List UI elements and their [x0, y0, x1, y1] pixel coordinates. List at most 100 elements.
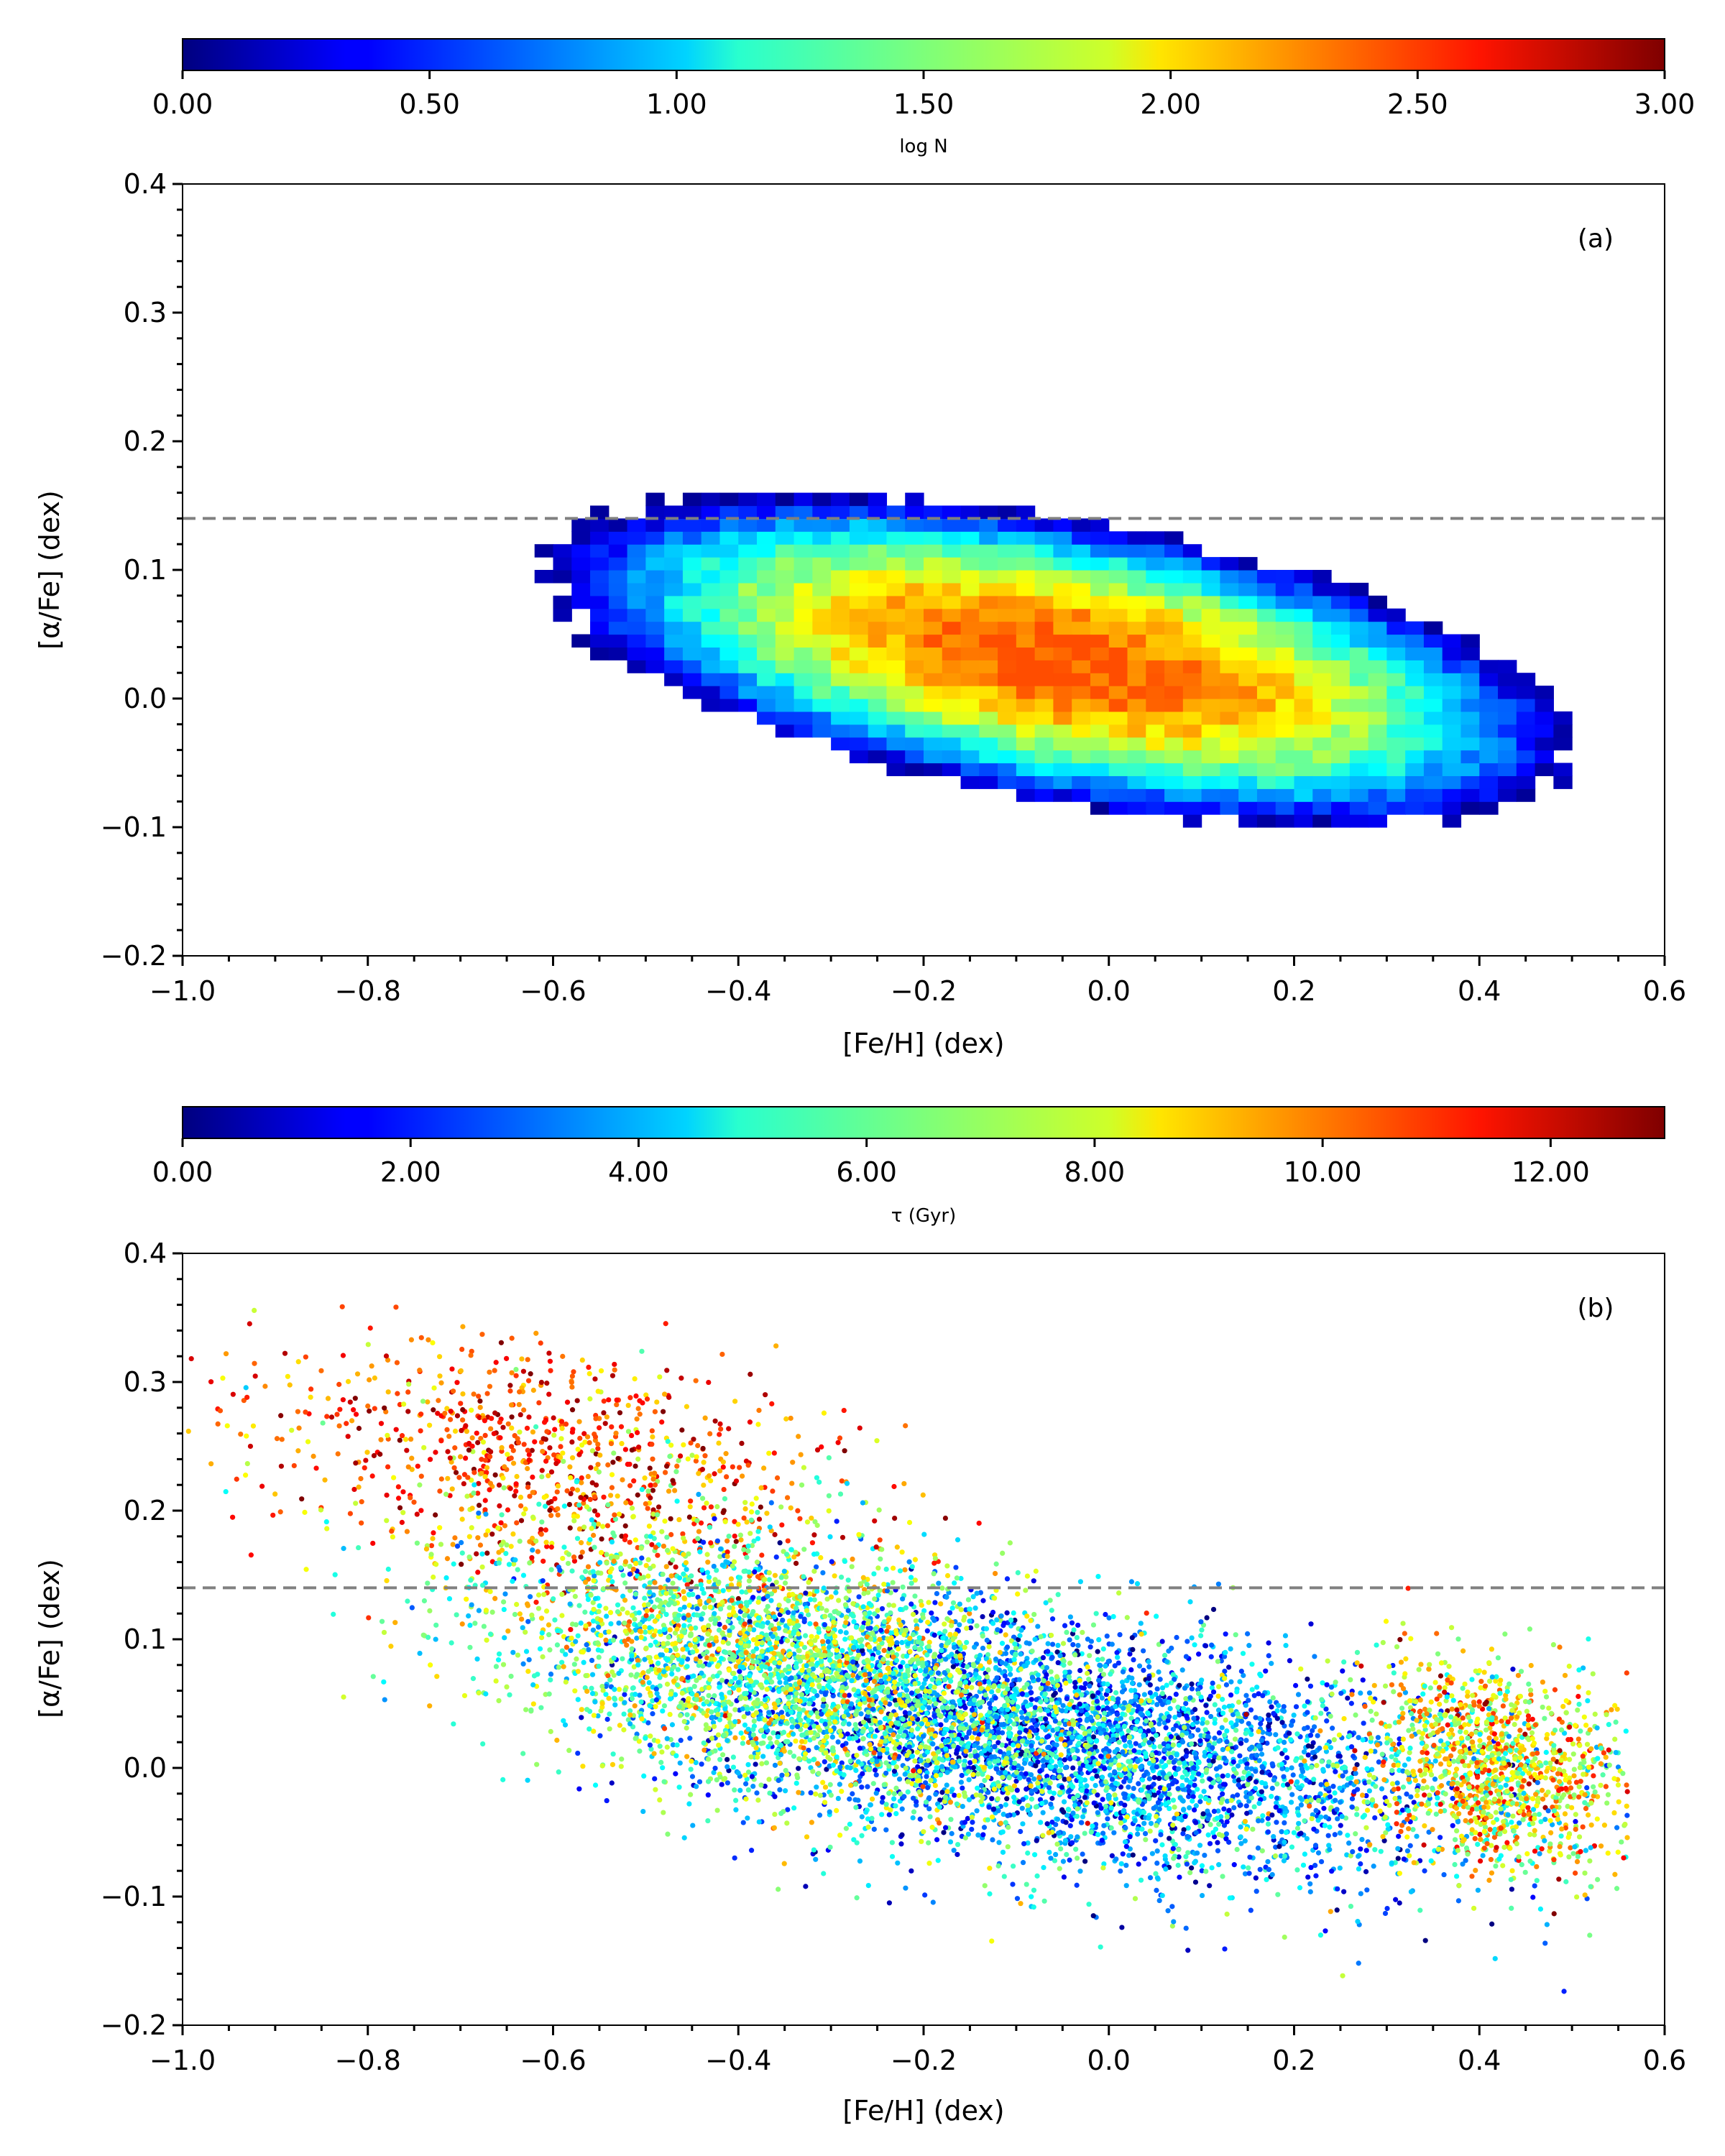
scatter-point: [1310, 1812, 1315, 1818]
scatter-point: [601, 1410, 607, 1416]
heatmap-cell: [1275, 750, 1295, 764]
heatmap-cell: [905, 531, 924, 545]
scatter-point: [1341, 1889, 1347, 1894]
heatmap-cell: [719, 531, 739, 545]
heatmap-cell: [1053, 699, 1072, 712]
scatter-point: [835, 1439, 841, 1445]
heatmap-cell: [979, 582, 998, 596]
heatmap-cell: [868, 595, 888, 609]
heatmap-cell: [627, 608, 646, 622]
heatmap-cell: [924, 518, 943, 532]
heatmap-cell: [1238, 570, 1258, 584]
scatter-point: [1100, 1657, 1105, 1662]
heatmap-cell: [1294, 737, 1313, 751]
scatter-point: [394, 1360, 400, 1365]
scatter-point: [1189, 1865, 1195, 1871]
scatter-point: [1269, 1785, 1275, 1792]
scatter-point: [188, 1355, 194, 1362]
scatter-point: [698, 1582, 704, 1588]
scatter-point: [609, 1485, 615, 1491]
heatmap-cell: [1312, 711, 1332, 725]
heatmap-cell: [1479, 788, 1499, 802]
heatmap-cell: [1182, 750, 1202, 764]
heatmap-cell: [1182, 711, 1202, 725]
heatmap-cell: [1108, 750, 1128, 764]
heatmap-cell: [849, 531, 869, 545]
scatter-point: [1176, 1766, 1182, 1772]
heatmap-cell: [1294, 788, 1313, 802]
heatmap-cell: [998, 518, 1017, 532]
scatter-point: [1246, 1720, 1251, 1726]
scatter-point: [1366, 1788, 1372, 1794]
scatter-point: [625, 1402, 631, 1409]
scatter-point: [1265, 1815, 1271, 1821]
scatter-point: [476, 1514, 482, 1520]
scatter-point: [664, 1368, 670, 1373]
heatmap-cell: [1275, 647, 1295, 660]
heatmap-cell: [960, 505, 980, 519]
scatter-point: [837, 1435, 843, 1441]
heatmap-cell: [1498, 763, 1517, 776]
scatter-point: [515, 1436, 520, 1442]
heatmap-cell: [1090, 595, 1110, 609]
heatmap-cell: [1405, 699, 1425, 712]
heatmap-cell: [1553, 724, 1573, 738]
heatmap-cell: [960, 557, 980, 571]
heatmap-cell: [960, 647, 980, 660]
scatter-point: [1184, 1730, 1190, 1736]
scatter-point: [1168, 1754, 1174, 1761]
heatmap-cell: [1108, 686, 1128, 699]
heatmap-cell: [1516, 750, 1536, 764]
scatter-point: [1105, 1705, 1110, 1711]
scatter-point: [482, 1457, 489, 1463]
scatter-point: [1141, 1820, 1147, 1826]
scatter-point: [1061, 1658, 1067, 1664]
scatter-point: [853, 1767, 859, 1774]
scatter-point: [500, 1475, 506, 1481]
scatter-point: [874, 1438, 880, 1444]
scatter-point: [1348, 1700, 1354, 1706]
scatter-point: [1203, 1869, 1209, 1874]
scatter-point: [230, 1514, 236, 1520]
scatter-point: [1049, 1608, 1054, 1613]
scatter-point: [322, 1477, 328, 1483]
scatter-point: [1290, 1718, 1296, 1724]
heatmap-cell: [1201, 647, 1220, 660]
scatter-point: [1166, 1751, 1172, 1756]
scatter-point: [837, 1491, 844, 1497]
scatter-point: [942, 1515, 949, 1521]
scatter-point: [1104, 1700, 1110, 1705]
heatmap-cell: [831, 699, 850, 712]
heatmap-cell: [849, 492, 869, 507]
scatter-point: [1159, 1702, 1165, 1708]
scatter-point: [835, 1795, 841, 1802]
scatter-point: [401, 1401, 407, 1407]
scatter-point: [1348, 1677, 1353, 1682]
heatmap-cell: [1127, 582, 1146, 596]
scatter-point: [1313, 1873, 1319, 1879]
heatmap-cell: [571, 595, 591, 609]
scatter-point: [433, 1512, 438, 1518]
scatter-point: [641, 1773, 647, 1779]
scatter-point: [466, 1447, 472, 1453]
scatter-point: [328, 1414, 335, 1420]
heatmap-cell: [1053, 788, 1072, 802]
scatter-point: [552, 1496, 558, 1502]
scatter-point: [1282, 1633, 1289, 1639]
scatter-point: [1062, 1757, 1067, 1763]
scatter-point: [409, 1455, 415, 1461]
scatter-point: [347, 1399, 353, 1405]
scatter-point: [1077, 1717, 1083, 1723]
heatmap-cell: [1072, 763, 1091, 776]
heatmap-cell: [1164, 673, 1184, 686]
heatmap-cell: [1294, 647, 1313, 660]
heatmap-cell: [1256, 737, 1276, 751]
heatmap-cell: [1238, 699, 1258, 712]
scatter-point: [498, 1520, 504, 1526]
scatter-point: [625, 1429, 632, 1434]
scatter-point: [1308, 1621, 1314, 1627]
heatmap-cell: [1312, 595, 1332, 609]
heatmap-cell: [1238, 557, 1258, 571]
heatmap-cell: [1479, 737, 1499, 751]
scatter-point: [1190, 1794, 1196, 1800]
